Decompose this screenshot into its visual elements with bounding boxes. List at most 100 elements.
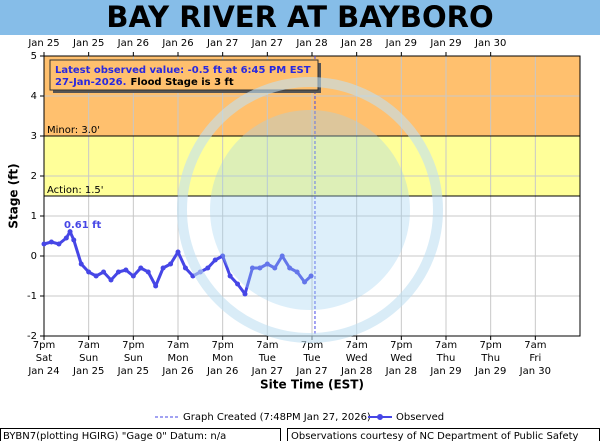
x2-tick-label: Jan 25 bbox=[72, 38, 104, 49]
series-point bbox=[145, 269, 151, 275]
watermark bbox=[210, 110, 410, 310]
series-point bbox=[93, 273, 99, 279]
series-point bbox=[160, 265, 166, 271]
footer-right: Observations courtesy of NC Department o… bbox=[291, 431, 579, 441]
x-tick-label: 7am bbox=[167, 340, 189, 351]
legend-observed-marker bbox=[377, 414, 383, 420]
x-tick-label: Sun bbox=[124, 353, 143, 364]
x2-tick-label: Jan 28 bbox=[340, 38, 372, 49]
chart-title: BAY RIVER AT BAYBORO bbox=[106, 0, 493, 34]
series-point bbox=[48, 239, 54, 245]
x2-tick-label: Jan 27 bbox=[206, 38, 238, 49]
series-point bbox=[220, 253, 226, 259]
x-tick-label: 7am bbox=[524, 340, 546, 351]
x-tick-label: Tue bbox=[302, 353, 320, 364]
x2-tick-label: Jan 27 bbox=[251, 38, 283, 49]
x-tick-label: 7pm bbox=[390, 340, 412, 351]
legend: Graph Created (7:48PM Jan 27, 2026) Obse… bbox=[155, 412, 444, 423]
series-point bbox=[86, 269, 92, 275]
x-tick-label: 7pm bbox=[479, 340, 501, 351]
y-tick-label: 0 bbox=[31, 251, 37, 262]
x-tick-label: 7am bbox=[78, 340, 100, 351]
series-point bbox=[212, 257, 218, 263]
title-bar bbox=[0, 0, 600, 35]
y-tick-label: 3 bbox=[31, 131, 37, 142]
x-tick-label: Sun bbox=[79, 353, 98, 364]
peak-label: 0.61 ft bbox=[64, 220, 102, 231]
x2-tick-label: Jan 25 bbox=[27, 38, 59, 49]
series-point bbox=[71, 237, 77, 243]
series-point bbox=[227, 273, 233, 279]
x-tick-label: Jan 26 bbox=[161, 366, 193, 377]
x-tick-label: 7pm bbox=[211, 340, 233, 351]
x2-tick-label: Jan 26 bbox=[117, 38, 149, 49]
x-tick-label: Jan 28 bbox=[340, 366, 372, 377]
x-tick-label: 7pm bbox=[33, 340, 55, 351]
series-point bbox=[101, 269, 107, 275]
info-line: Latest observed value: -0.5 ft at 6:45 P… bbox=[55, 65, 311, 76]
series-point bbox=[242, 291, 248, 297]
series-point bbox=[249, 265, 255, 271]
series-point bbox=[175, 249, 181, 255]
series-point bbox=[182, 265, 188, 271]
y-tick-label: 5 bbox=[31, 51, 37, 62]
series-point bbox=[279, 253, 285, 259]
series-point bbox=[130, 273, 136, 279]
x-tick-label: Tue bbox=[258, 353, 276, 364]
legend-created: Graph Created (7:48PM Jan 27, 2026) bbox=[183, 412, 371, 423]
x-tick-label: Thu bbox=[480, 353, 500, 364]
y-axis-label: Stage (ft) bbox=[7, 163, 21, 228]
series-point bbox=[264, 261, 270, 267]
info-date: 27-Jan-2026. bbox=[55, 77, 126, 88]
y-tick-label: -1 bbox=[27, 291, 37, 302]
x-tick-label: Fri bbox=[529, 353, 541, 364]
series-point bbox=[41, 241, 47, 247]
series-point bbox=[138, 265, 144, 271]
x-tick-label: 7am bbox=[346, 340, 368, 351]
series-point bbox=[63, 235, 69, 241]
series-point bbox=[287, 265, 293, 271]
x-tick-label: Jan 25 bbox=[117, 366, 149, 377]
x-tick-label: Jan 29 bbox=[474, 366, 506, 377]
series-point bbox=[272, 265, 278, 271]
series-point bbox=[153, 283, 159, 289]
series-point bbox=[302, 279, 308, 285]
footer-left: BYBN7(plotting HGIRG) "Gage 0" Datum: n/… bbox=[3, 431, 226, 441]
series-point bbox=[115, 269, 121, 275]
x-tick-label: Wed bbox=[346, 353, 368, 364]
x-tick-label: Jan 29 bbox=[429, 366, 461, 377]
x-tick-label: Sat bbox=[36, 353, 52, 364]
series-point bbox=[257, 265, 263, 271]
series-point bbox=[78, 261, 84, 267]
x-tick-label: 7pm bbox=[122, 340, 144, 351]
x2-tick-label: Jan 29 bbox=[429, 38, 461, 49]
x-tick-label: Jan 24 bbox=[27, 366, 59, 377]
plot-area: -2 -1 0 1 2 3 4 5 7pm Sat Jan 24 7am Sun Jan 25 7pm Sun… bbox=[27, 38, 581, 377]
flood-label: Action: 1.5' bbox=[47, 185, 104, 196]
series-point bbox=[67, 229, 73, 235]
x-tick-label: 7pm bbox=[301, 340, 323, 351]
x-tick-label: Mon bbox=[212, 353, 233, 364]
x-tick-label: Jan 25 bbox=[72, 366, 104, 377]
y-tick-label: 1 bbox=[31, 211, 37, 222]
series-point bbox=[235, 281, 241, 287]
series-point bbox=[205, 265, 211, 271]
footer-box bbox=[0, 428, 281, 441]
x-tick-label: Jan 30 bbox=[519, 366, 551, 377]
x2-tick-label: Jan 28 bbox=[295, 38, 327, 49]
series-point bbox=[123, 267, 129, 273]
x-axis-label: Site Time (EST) bbox=[260, 378, 364, 392]
series-point bbox=[294, 269, 300, 275]
x-tick-label: Jan 26 bbox=[206, 366, 238, 377]
info-line: 27-Jan-2026. Flood Stage is 3 ft bbox=[55, 77, 234, 88]
x-tick-label: Jan 27 bbox=[251, 366, 283, 377]
x-tick-label: Jan 28 bbox=[385, 366, 417, 377]
x-tick-label: 7am bbox=[256, 340, 278, 351]
x-tick-label: Wed bbox=[390, 353, 412, 364]
x2-tick-label: Jan 30 bbox=[474, 38, 506, 49]
info-flood: Flood Stage is 3 ft bbox=[130, 77, 233, 88]
y-tick-label: -2 bbox=[27, 331, 37, 342]
y-tick-label: 4 bbox=[31, 91, 37, 102]
x-tick-label: Thu bbox=[436, 353, 456, 364]
